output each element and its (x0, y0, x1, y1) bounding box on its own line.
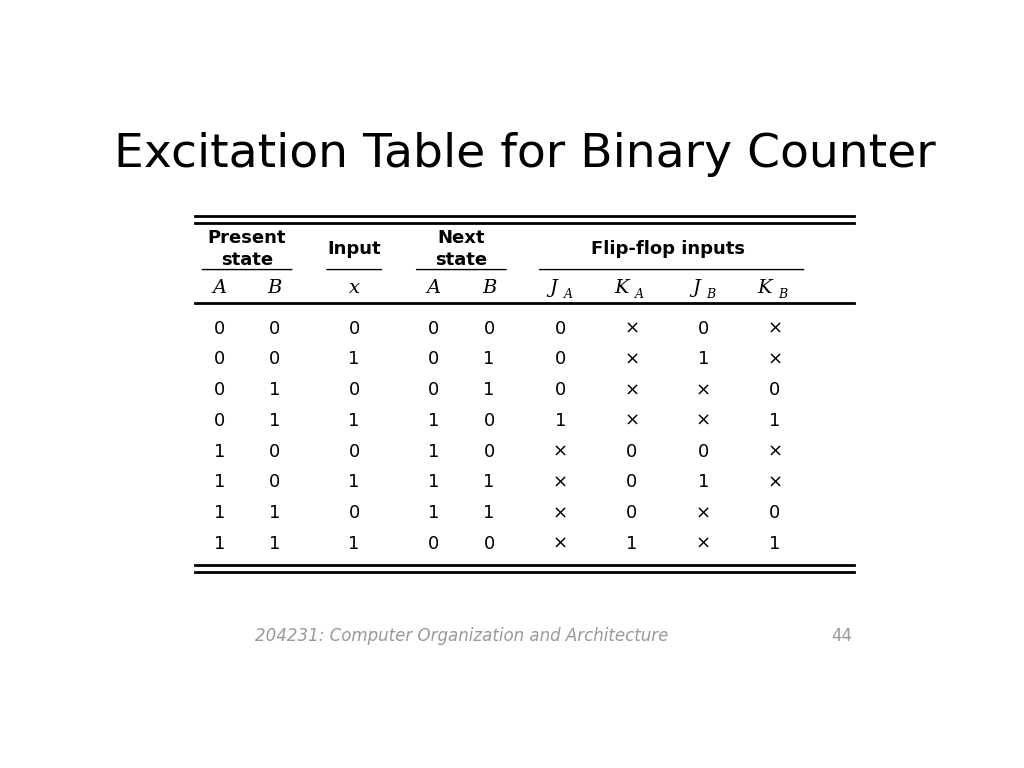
Text: J: J (550, 280, 557, 297)
Text: 1: 1 (769, 412, 780, 430)
Text: 0: 0 (555, 350, 566, 369)
Text: 1: 1 (483, 381, 495, 399)
Text: ×: × (625, 381, 640, 399)
Text: 1: 1 (214, 535, 225, 553)
Text: Excitation Table for Binary Counter: Excitation Table for Binary Counter (114, 132, 936, 177)
Text: 1: 1 (483, 473, 495, 492)
Text: 0: 0 (348, 381, 359, 399)
Text: 0: 0 (627, 473, 638, 492)
Text: 0: 0 (483, 412, 495, 430)
Text: 1: 1 (428, 442, 439, 461)
Text: ×: × (553, 535, 568, 553)
Text: 0: 0 (348, 319, 359, 338)
Text: ×: × (695, 412, 711, 430)
Text: 0: 0 (769, 381, 780, 399)
Text: J: J (692, 280, 700, 297)
Text: A: A (426, 280, 440, 297)
Text: ×: × (695, 505, 711, 522)
Text: 0: 0 (483, 319, 495, 338)
Text: 1: 1 (269, 381, 281, 399)
Text: 0: 0 (483, 535, 495, 553)
Text: 0: 0 (214, 319, 225, 338)
Text: ×: × (625, 412, 640, 430)
Text: ×: × (553, 505, 568, 522)
Text: 0: 0 (348, 505, 359, 522)
Text: 1: 1 (348, 350, 359, 369)
Text: 0: 0 (269, 319, 281, 338)
Text: 0: 0 (269, 473, 281, 492)
Text: ×: × (767, 442, 782, 461)
Text: 1: 1 (269, 535, 281, 553)
Text: 1: 1 (214, 473, 225, 492)
Text: ×: × (625, 350, 640, 369)
Text: 1: 1 (348, 473, 359, 492)
Text: ×: × (553, 473, 568, 492)
Text: ×: × (695, 381, 711, 399)
Text: K: K (757, 280, 772, 297)
Text: 0: 0 (214, 381, 225, 399)
Text: ×: × (625, 319, 640, 338)
Text: 1: 1 (269, 412, 281, 430)
Text: 204231: Computer Organization and Architecture: 204231: Computer Organization and Archit… (255, 627, 668, 645)
Text: 1: 1 (428, 473, 439, 492)
Text: 1: 1 (428, 505, 439, 522)
Text: 44: 44 (831, 627, 853, 645)
Text: 0: 0 (428, 350, 439, 369)
Text: 0: 0 (555, 319, 566, 338)
Text: 1: 1 (348, 412, 359, 430)
Text: 1: 1 (428, 412, 439, 430)
Text: ×: × (553, 442, 568, 461)
Text: A: A (563, 288, 572, 301)
Text: 1: 1 (483, 350, 495, 369)
Text: 0: 0 (697, 319, 709, 338)
Text: 1: 1 (697, 350, 709, 369)
Text: 1: 1 (214, 442, 225, 461)
Text: Next
state: Next state (435, 229, 487, 269)
Text: x: x (349, 280, 359, 297)
Text: 1: 1 (483, 505, 495, 522)
Text: A: A (212, 280, 226, 297)
Text: 1: 1 (697, 473, 709, 492)
Text: 0: 0 (627, 442, 638, 461)
Text: 1: 1 (269, 505, 281, 522)
Text: 1: 1 (769, 535, 780, 553)
Text: Present
state: Present state (208, 229, 287, 269)
Text: Flip-flop inputs: Flip-flop inputs (591, 240, 744, 258)
Text: ×: × (767, 473, 782, 492)
Text: 0: 0 (627, 505, 638, 522)
Text: 1: 1 (214, 505, 225, 522)
Text: B: B (778, 288, 787, 301)
Text: ×: × (767, 319, 782, 338)
Text: 0: 0 (769, 505, 780, 522)
Text: 0: 0 (555, 381, 566, 399)
Text: 0: 0 (483, 442, 495, 461)
Text: 1: 1 (627, 535, 638, 553)
Text: 0: 0 (269, 350, 281, 369)
Text: 1: 1 (555, 412, 566, 430)
Text: 0: 0 (348, 442, 359, 461)
Text: A: A (635, 288, 644, 301)
Text: 0: 0 (697, 442, 709, 461)
Text: ×: × (695, 535, 711, 553)
Text: Input: Input (328, 240, 381, 258)
Text: 0: 0 (214, 350, 225, 369)
Text: 0: 0 (428, 535, 439, 553)
Text: B: B (267, 280, 282, 297)
Text: 0: 0 (428, 319, 439, 338)
Text: 0: 0 (428, 381, 439, 399)
Text: 1: 1 (348, 535, 359, 553)
Text: B: B (707, 288, 716, 301)
Text: K: K (614, 280, 629, 297)
Text: 0: 0 (214, 412, 225, 430)
Text: 0: 0 (269, 442, 281, 461)
Text: ×: × (767, 350, 782, 369)
Text: B: B (482, 280, 497, 297)
